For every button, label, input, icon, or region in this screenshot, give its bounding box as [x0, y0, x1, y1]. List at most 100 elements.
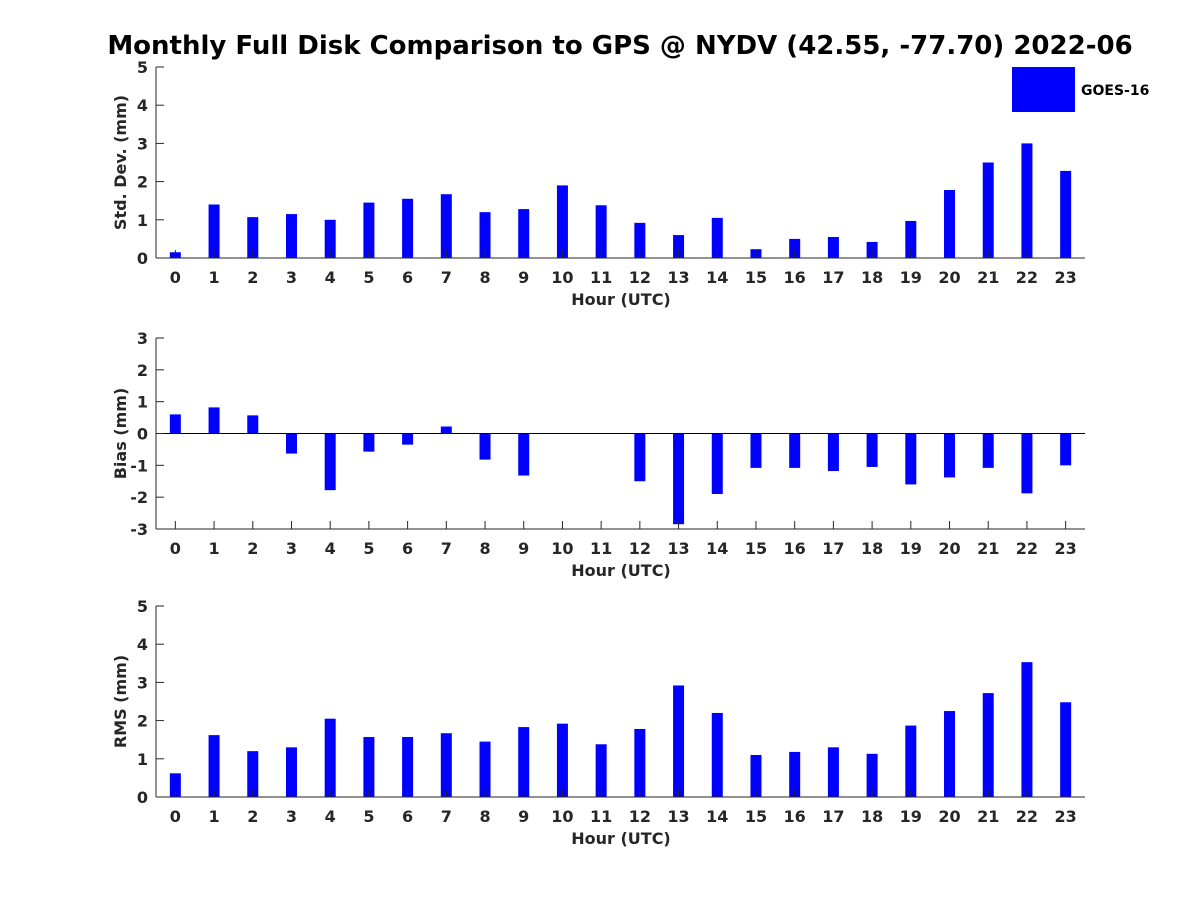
rms-x-tick-label: 9 — [518, 807, 529, 826]
bias-x-tick-label: 14 — [706, 539, 728, 558]
stddev-bar-4 — [324, 219, 336, 258]
bias-bar-18 — [866, 433, 878, 467]
stddev-bar-22 — [1021, 143, 1033, 258]
stddev-x-tick-label: 15 — [745, 268, 767, 287]
bias-y-tick-label: 0 — [137, 425, 148, 444]
bias-bar-19 — [905, 433, 917, 485]
stddev-bar-10 — [556, 185, 568, 258]
bias-x-tick-label: 22 — [1016, 539, 1038, 558]
stddev-x-tick-label: 13 — [667, 268, 689, 287]
bias-x-tick-label: 17 — [822, 539, 844, 558]
bias-bar-7 — [440, 426, 452, 434]
rms-x-tick-label: 15 — [745, 807, 767, 826]
bias-x-tick-label: 5 — [363, 539, 374, 558]
rms-x-tick-label: 7 — [441, 807, 452, 826]
stddev-x-tick-label: 16 — [784, 268, 806, 287]
rms-x-tick-label: 14 — [706, 807, 728, 826]
rms-x-tick-label: 20 — [938, 807, 960, 826]
stddev-x-tick-label: 3 — [286, 268, 297, 287]
bias-x-tick-label: 23 — [1055, 539, 1077, 558]
bias-x-tick-label: 6 — [402, 539, 413, 558]
rms-bar-22 — [1021, 662, 1033, 797]
stddev-y-tick-label: 4 — [137, 96, 148, 115]
bias-y-tick-label: 2 — [137, 361, 148, 380]
rms-bar-8 — [479, 741, 491, 797]
stddev-bar-8 — [479, 212, 491, 258]
bias-x-axis-label: Hour (UTC) — [571, 561, 671, 580]
stddev-x-tick-label: 7 — [441, 268, 452, 287]
stddev-x-tick-label: 11 — [590, 268, 612, 287]
bias-bar-16 — [789, 433, 801, 468]
rms-y-tick-label: 1 — [137, 750, 148, 769]
stddev-x-tick-label: 18 — [861, 268, 883, 287]
bias-x-tick-label: 4 — [325, 539, 336, 558]
bias-x-tick-label: 7 — [441, 539, 452, 558]
rms-bar-6 — [402, 737, 414, 797]
stddev-x-tick-label: 4 — [325, 268, 336, 287]
rms-y-tick-label: 3 — [137, 673, 148, 692]
stddev-bar-20 — [944, 190, 956, 258]
rms-bar-10 — [556, 723, 568, 797]
rms-bar-5 — [363, 737, 375, 797]
bias-bar-1 — [208, 407, 220, 434]
stddev-x-tick-label: 22 — [1016, 268, 1038, 287]
stddev-y-tick-label: 2 — [137, 173, 148, 192]
bias-x-tick-label: 1 — [208, 539, 219, 558]
stddev-bar-7 — [440, 194, 452, 258]
rms-x-tick-label: 18 — [861, 807, 883, 826]
rms-x-tick-label: 2 — [247, 807, 258, 826]
bias-bar-21 — [982, 433, 994, 468]
stddev-bar-18 — [866, 241, 878, 258]
rms-bar-20 — [944, 711, 956, 797]
rms-x-tick-label: 21 — [977, 807, 999, 826]
stddev-x-tick-label: 2 — [247, 268, 258, 287]
rms-x-tick-label: 10 — [551, 807, 573, 826]
rms-bar-19 — [905, 725, 917, 797]
stddev-bar-6 — [402, 198, 414, 258]
legend: GOES-16 — [1012, 67, 1149, 112]
rms-x-tick-label: 3 — [286, 807, 297, 826]
stddev-bar-1 — [208, 204, 220, 258]
stddev-x-tick-label: 9 — [518, 268, 529, 287]
bias-y-tick-label: -2 — [130, 488, 148, 507]
bias-x-tick-label: 15 — [745, 539, 767, 558]
stddev-bar-21 — [982, 162, 994, 258]
stddev-x-tick-label: 10 — [551, 268, 573, 287]
bias-bar-2 — [247, 415, 259, 434]
stddev-bar-9 — [518, 209, 530, 258]
rms-bar-17 — [827, 747, 839, 797]
bias-bar-3 — [285, 433, 297, 454]
stddev-bar-17 — [827, 236, 839, 258]
stddev-bar-16 — [789, 238, 801, 258]
stddev-bar-14 — [711, 217, 723, 258]
stddev-y-tick-label: 3 — [137, 134, 148, 153]
stddev-x-tick-label: 1 — [208, 268, 219, 287]
rms-bar-12 — [634, 729, 646, 797]
rms-bar-7 — [440, 733, 452, 797]
rms-x-axis-label: Hour (UTC) — [571, 829, 671, 848]
stddev-x-tick-label: 8 — [479, 268, 490, 287]
stddev-x-tick-label: 17 — [822, 268, 844, 287]
rms-x-tick-label: 13 — [667, 807, 689, 826]
bias-bar-17 — [827, 433, 839, 472]
bias-x-tick-label: 9 — [518, 539, 529, 558]
rms-x-tick-label: 6 — [402, 807, 413, 826]
stddev-x-tick-label: 19 — [900, 268, 922, 287]
rms-x-tick-label: 22 — [1016, 807, 1038, 826]
bias-x-tick-label: 13 — [667, 539, 689, 558]
rms-bar-18 — [866, 753, 878, 797]
stddev-bar-19 — [905, 220, 917, 258]
rms-x-tick-label: 1 — [208, 807, 219, 826]
bias-y-tick-label: -3 — [130, 520, 148, 539]
legend-swatch-goes-16 — [1012, 67, 1075, 112]
rms-bar-13 — [673, 685, 685, 797]
stddev-bar-5 — [363, 202, 375, 258]
stddev-x-tick-label: 20 — [938, 268, 960, 287]
rms-bar-9 — [518, 727, 530, 797]
rms-y-axis-label: RMS (mm) — [111, 655, 130, 748]
